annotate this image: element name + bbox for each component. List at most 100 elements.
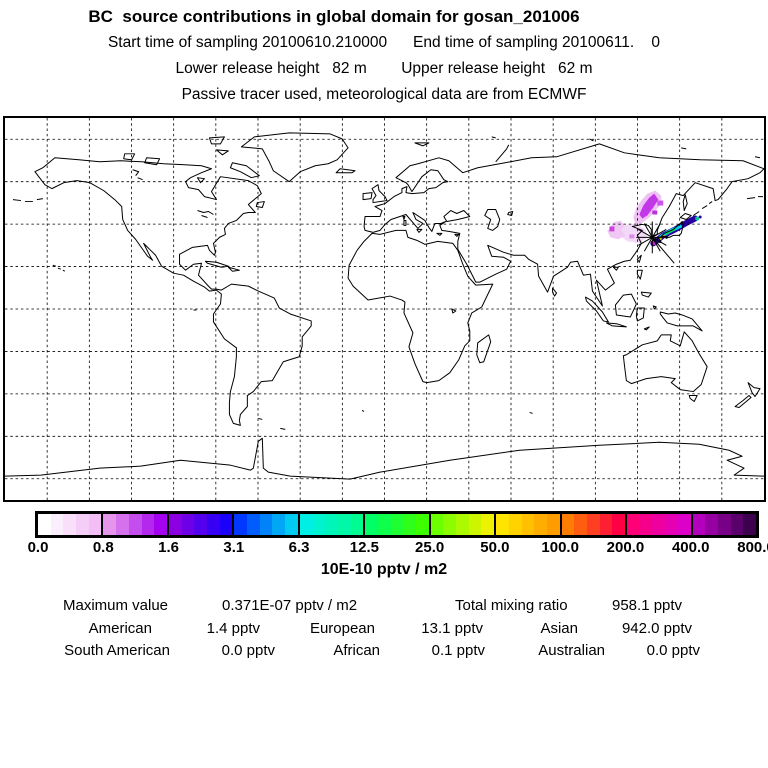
coast-black-sea bbox=[443, 210, 471, 222]
colorbar-cell bbox=[730, 514, 744, 535]
colorbar-cell bbox=[272, 514, 286, 535]
colorbar-cell bbox=[365, 514, 378, 535]
colorbar-cell bbox=[88, 514, 102, 535]
colorbar-cell bbox=[717, 514, 731, 535]
region-value-asian: 942.0 pptv bbox=[621, 620, 692, 637]
tracer-info-line: Passive tracer used, meteorological data… bbox=[181, 86, 587, 103]
colorbar-cell bbox=[63, 514, 77, 535]
coast-arctic-islets bbox=[491, 136, 761, 159]
colorbar-cell bbox=[390, 514, 404, 535]
coast-victoria-island bbox=[144, 157, 161, 166]
colorbar-cell bbox=[337, 514, 351, 535]
coast-sulawesi bbox=[635, 307, 645, 322]
colorbar-cell bbox=[103, 514, 117, 535]
colorbar-cell bbox=[350, 514, 364, 535]
colorbar-cell bbox=[116, 514, 129, 535]
coast-americas bbox=[34, 157, 312, 426]
coast-hokkaido bbox=[679, 213, 692, 220]
region-value-european: 13.1 pptv bbox=[421, 620, 483, 637]
colorbar-cell bbox=[299, 514, 313, 535]
release-height-line: Lower release height 82 m Upper release … bbox=[175, 60, 593, 77]
coast-australia bbox=[622, 331, 708, 393]
coastlines bbox=[5, 132, 764, 480]
colorbar-cell bbox=[443, 514, 457, 535]
colorbar-tick: 3.1 bbox=[223, 539, 245, 556]
colorbar-segment-2 bbox=[168, 514, 235, 535]
coast-hispaniola bbox=[227, 266, 240, 272]
colorbar-cell bbox=[481, 514, 495, 535]
colorbar-cell bbox=[468, 514, 482, 535]
colorbar-cell bbox=[234, 514, 248, 535]
colorbar-segment-7 bbox=[496, 514, 562, 535]
coast-uk bbox=[371, 184, 388, 204]
coast-luzon bbox=[636, 269, 643, 280]
coast-lake-victoria bbox=[451, 308, 457, 314]
max-value: 0.371E-07 pptv / m2 bbox=[222, 597, 358, 614]
coast-ireland bbox=[362, 192, 373, 201]
colorbar-cell bbox=[534, 514, 547, 535]
page-title: BC source contributions in global domain… bbox=[88, 7, 580, 26]
coast-africa bbox=[347, 229, 494, 384]
plume-violet-dot-a bbox=[609, 226, 615, 232]
plume-main-core bbox=[639, 193, 659, 219]
colorbar-segment-0 bbox=[38, 514, 104, 535]
coast-timor bbox=[643, 326, 650, 331]
colorbar-cell bbox=[403, 514, 417, 535]
coast-tasmania bbox=[688, 395, 698, 403]
grid-lines bbox=[5, 118, 764, 500]
colorbar-segment-4 bbox=[299, 514, 366, 535]
coast-caspian-sea bbox=[484, 209, 501, 231]
colorbar-cell bbox=[639, 514, 653, 535]
colorbar-cell bbox=[219, 514, 233, 535]
region-label-european: European bbox=[309, 620, 375, 637]
colorbar-cell bbox=[430, 514, 444, 535]
coast-med-islands bbox=[402, 215, 460, 237]
coast-halmahera bbox=[652, 305, 657, 310]
coast-svalbard bbox=[414, 142, 430, 147]
region-value-south-american: 0.0 pptv bbox=[221, 642, 275, 659]
colorbar-tick: 1.6 bbox=[158, 539, 179, 556]
colorbar-segment-5 bbox=[365, 514, 431, 535]
coast-sri-lanka bbox=[552, 287, 558, 297]
colorbar-tick-labels: 0.0 0.8 1.6 3.1 6.3 12.5 25.0 50.0 100.0 200.0 400… bbox=[0, 539, 768, 559]
coast-banks-island bbox=[123, 153, 136, 161]
coast-aral bbox=[507, 211, 514, 216]
region-value-australian: 0.0 pptv bbox=[646, 642, 700, 659]
colorbar-tick: 400.0 bbox=[671, 539, 710, 556]
coast-eurasia bbox=[363, 143, 764, 307]
region-label-asian: Asian bbox=[540, 620, 578, 637]
coast-kurils bbox=[692, 201, 713, 216]
colorbar-cell bbox=[587, 514, 600, 535]
plume-dark-dot bbox=[698, 215, 702, 219]
coast-canada-lakes bbox=[132, 169, 143, 181]
max-value-label: Maximum value bbox=[63, 597, 169, 614]
colorbar-cell bbox=[259, 514, 273, 535]
colorbar-tick: 50.0 bbox=[480, 539, 510, 556]
region-value-african: 0.1 pptv bbox=[431, 642, 485, 659]
plume-overlay bbox=[607, 190, 702, 247]
coast-nz-north bbox=[747, 382, 761, 398]
total-ratio-label: Total mixing ratio bbox=[455, 597, 568, 614]
colorbar-segment-10 bbox=[692, 514, 756, 535]
colorbar-cell bbox=[38, 514, 51, 535]
colorbar-cell bbox=[285, 514, 298, 535]
coast-cuba bbox=[204, 260, 229, 268]
colorbar-segment-9 bbox=[627, 514, 693, 535]
colorbar-cell bbox=[377, 514, 391, 535]
colorbar-tick: 100.0 bbox=[541, 539, 579, 556]
colorbar-cell bbox=[546, 514, 560, 535]
colorbar-tick: 6.3 bbox=[288, 539, 310, 556]
colorbar-cell bbox=[521, 514, 535, 535]
colorbar-cell bbox=[627, 514, 640, 535]
colorbar-cell bbox=[312, 514, 326, 535]
coast-aleutians bbox=[12, 196, 764, 203]
total-ratio-value: 958.1 pptv bbox=[612, 597, 683, 614]
coast-taiwan bbox=[636, 254, 642, 263]
region-value-american: 1.4 pptv bbox=[206, 620, 260, 637]
coast-madagascar bbox=[476, 334, 492, 364]
colorbar-cell bbox=[50, 514, 64, 535]
plume-violet-dot-b bbox=[629, 234, 635, 239]
plume-spot-right2 bbox=[652, 210, 658, 215]
world-map-svg bbox=[5, 118, 764, 500]
world-map-frame bbox=[3, 116, 766, 502]
